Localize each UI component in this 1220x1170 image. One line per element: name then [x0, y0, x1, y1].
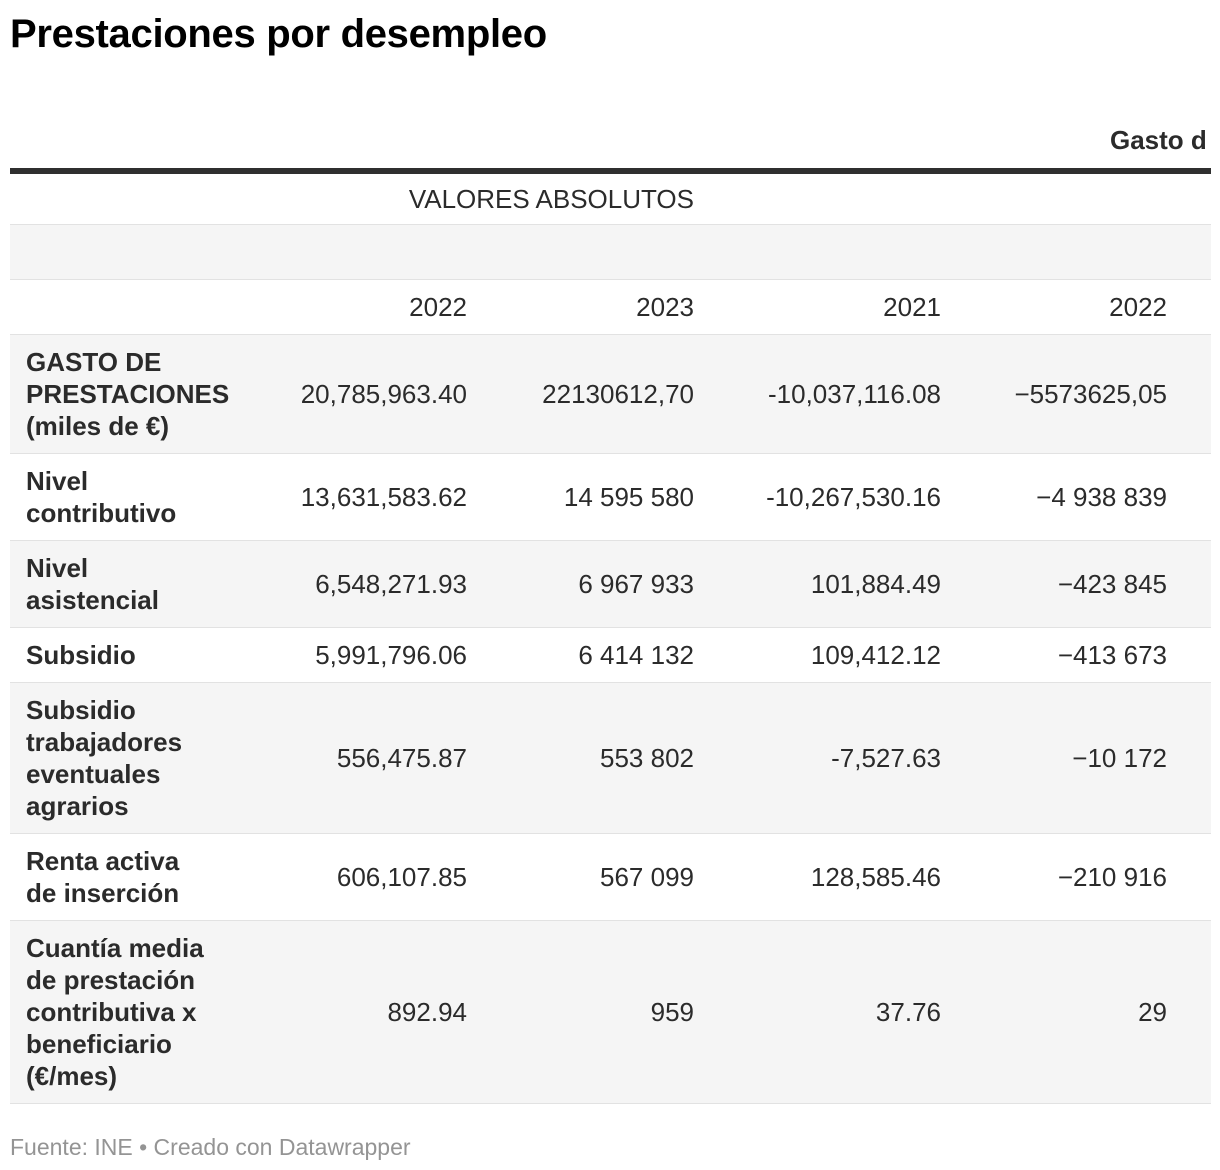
cell-value: 5,991,796.06: [315, 640, 467, 670]
year-column-header: 2023: [481, 279, 708, 335]
row-label: Nivel asistencial: [26, 553, 159, 615]
cell-value: 959: [650, 997, 694, 1027]
column-group-header-valores: VALORES ABSOLUTOS: [226, 171, 708, 225]
row-label: Subsidio: [26, 640, 136, 670]
cell-value: 37.76: [875, 997, 941, 1027]
year-header-row: 2022 2023 2021 2022: [10, 279, 1211, 335]
year-column-header: 2022: [226, 279, 481, 335]
table-row: GASTO DE PRESTACIONES (miles de €) 20,785…: [10, 334, 1211, 454]
table-header: Gasto d VALORES ABSOLUTOS 2022 2023 202: [10, 76, 1211, 335]
row-label: Renta activa de inserción: [26, 846, 180, 908]
year-column-header: 2022: [955, 279, 1181, 335]
cell-value: 567 099: [600, 862, 694, 892]
cell-value: 6,548,271.93: [315, 569, 467, 599]
cell-value: 22130612,70: [542, 379, 694, 409]
cell-value: −413 673: [1057, 640, 1167, 670]
cell-value: 14 595 580: [563, 482, 694, 512]
empty-header-cell: [1181, 171, 1211, 225]
source-attribution: Fuente: INE • Creado con Datawrapper: [10, 1133, 411, 1161]
clipped-column-cell: [1181, 335, 1211, 454]
cell-value: 128,585.46: [810, 862, 941, 892]
cell-value: 109,412.12: [810, 640, 941, 670]
cell-value: −210 916: [1057, 862, 1167, 892]
row-label: Nivel contributivo: [26, 466, 177, 528]
table-row: Renta activa de inserción 606,107.85 567 0…: [10, 834, 1211, 921]
chart-title: Prestaciones por desempleo: [10, 12, 547, 56]
footer-text: Fuente: INE • Creado con Datawrapper: [10, 1134, 411, 1160]
empty-header-cell: [708, 171, 955, 225]
empty-header-cell: [1181, 279, 1211, 335]
group-header-row-valores: VALORES ABSOLUTOS: [10, 171, 1211, 225]
clipped-column-cell: [1181, 683, 1211, 834]
table-row: Cuantía media de prestación contributiva…: [10, 920, 1211, 1104]
clipped-column-cell: [1181, 541, 1211, 628]
row-label: Cuantía media de prestación contributiva…: [26, 933, 204, 1091]
group-header-row-top: Gasto d: [10, 76, 1211, 174]
year-column-header: 2021: [708, 279, 955, 335]
cell-value: 556,475.87: [336, 743, 467, 773]
cell-value: 20,785,963.40: [300, 379, 467, 409]
cell-value: -7,527.63: [831, 743, 941, 773]
cell-value: 6 967 933: [578, 569, 694, 599]
table-row: Subsidio trabajadores eventuales agrario…: [10, 682, 1211, 834]
clipped-column-cell: [1181, 454, 1211, 541]
cell-value: 606,107.85: [336, 862, 467, 892]
cell-value: −5573625,05: [1014, 379, 1167, 409]
clipped-column-cell: [1181, 921, 1211, 1104]
empty-header-cell: [955, 171, 1181, 225]
cell-value: 101,884.49: [810, 569, 941, 599]
data-table: Gasto d VALORES ABSOLUTOS 2022 2023 202: [10, 76, 1211, 1104]
table-container: Gasto d VALORES ABSOLUTOS 2022 2023 202: [10, 76, 1211, 1104]
cell-value: -10,037,116.08: [768, 379, 941, 409]
table-row: Subsidio 5,991,796.06 6 414 132 109,412.12 −…: [10, 628, 1211, 683]
cell-value: −4 938 839: [1036, 482, 1167, 512]
spacer-header-row: [10, 224, 1211, 280]
empty-header-cell: [10, 171, 226, 225]
column-group-header-gasto: Gasto d: [10, 76, 1211, 174]
cell-value: −423 845: [1057, 569, 1167, 599]
row-label: GASTO DE PRESTACIONES (miles de €): [26, 347, 230, 441]
spacer-cell: [10, 224, 1211, 280]
cell-value: −10 172: [1072, 743, 1167, 773]
cell-value: 29: [1138, 997, 1167, 1027]
cell-value: 13,631,583.62: [300, 482, 467, 512]
clipped-column-cell: [1181, 628, 1211, 683]
cell-value: 892.94: [387, 997, 467, 1027]
cell-value: 553 802: [600, 743, 694, 773]
table-row: Nivel contributivo 13,631,583.62 14 595 58…: [10, 454, 1211, 541]
empty-header-cell: [10, 279, 226, 335]
row-label: Subsidio trabajadores eventuales agrario…: [26, 695, 183, 821]
cell-value: -10,267,530.16: [766, 482, 941, 512]
cell-value: 6 414 132: [578, 640, 694, 670]
table-row: Nivel asistencial 6,548,271.93 6 967 933 10…: [10, 540, 1211, 628]
clipped-column-cell: [1181, 834, 1211, 921]
table-body: GASTO DE PRESTACIONES (miles de €) 20,785…: [10, 334, 1211, 1104]
